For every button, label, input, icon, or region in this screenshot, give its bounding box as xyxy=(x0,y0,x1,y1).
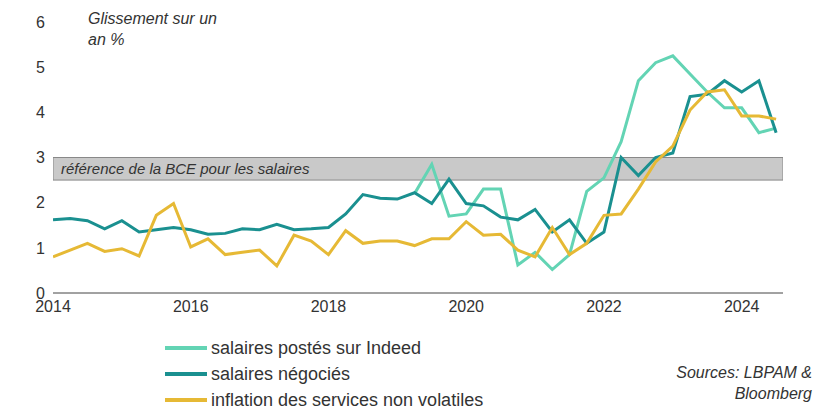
html-text:Sources: LBPAM & Bloomberg: Sources: LBPAM & Bloomberg xyxy=(676,364,812,402)
svg-text:4: 4 xyxy=(36,104,45,121)
html-text:inflation des services non vol: inflation des services non volatiles xyxy=(211,389,484,410)
svg-text:2: 2 xyxy=(36,194,45,211)
svg-text:1: 1 xyxy=(36,240,45,257)
svg-text:2020: 2020 xyxy=(448,298,484,315)
svg-text:3: 3 xyxy=(36,149,45,166)
svg-text:2024: 2024 xyxy=(724,298,760,315)
svg-text:2022: 2022 xyxy=(586,298,622,315)
html-text:salaires postés sur Indeed: salaires postés sur Indeed xyxy=(211,337,422,358)
html-text:Glissement sur un an %: Glissement sur un an % xyxy=(88,10,217,48)
svg-text:5: 5 xyxy=(36,59,45,76)
svg-text:6: 6 xyxy=(36,14,45,31)
svg-text:2018: 2018 xyxy=(311,298,347,315)
svg-text:2016: 2016 xyxy=(173,298,209,315)
svg-text:2014: 2014 xyxy=(35,298,71,316)
svg-text:référence de la BCE pour les s: référence de la BCE pour les salaires xyxy=(61,160,310,177)
html-text:salaires négociés: salaires négociés xyxy=(211,363,351,384)
svg-text:0: 0 xyxy=(36,285,45,302)
